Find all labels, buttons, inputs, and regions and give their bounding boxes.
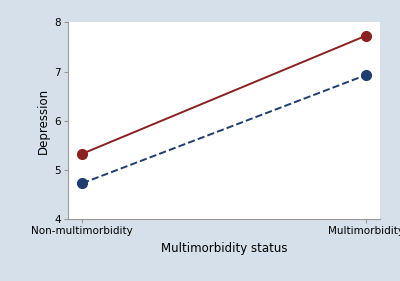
Y-axis label: Depression: Depression [37, 88, 50, 154]
X-axis label: Multimorbidity status: Multimorbidity status [161, 242, 287, 255]
